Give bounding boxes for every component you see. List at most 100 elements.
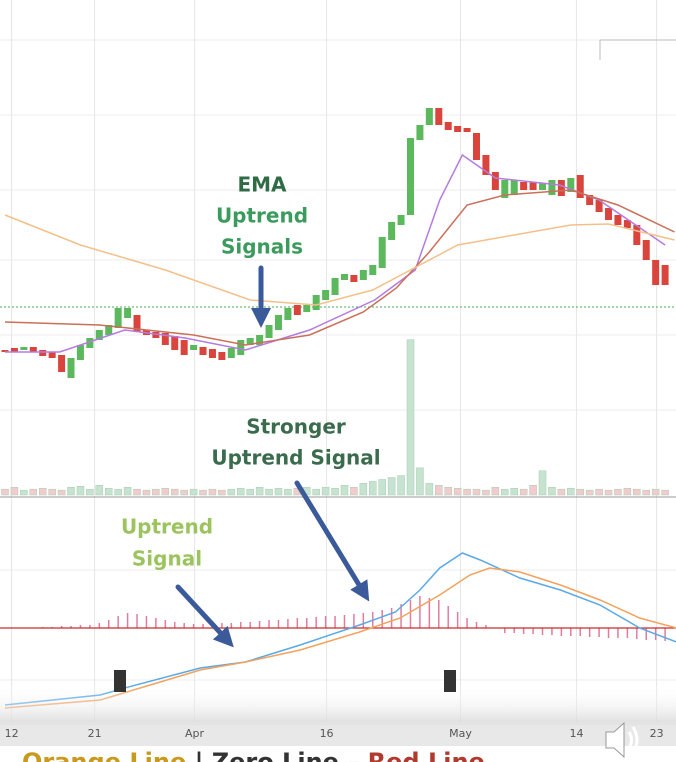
volume-bar (642, 489, 650, 496)
volume-bar (76, 486, 85, 496)
volume-bar (104, 487, 113, 496)
volume-bar (557, 488, 566, 496)
volume-bar (482, 489, 490, 496)
candle (48, 352, 56, 358)
x-tick-label: 12 (5, 727, 19, 740)
candle (435, 108, 443, 125)
volume-bar (1, 488, 9, 496)
x-axis-band (0, 722, 676, 746)
volume-bar (651, 488, 660, 496)
line (4, 189, 675, 346)
candle (340, 274, 348, 280)
candle (322, 290, 330, 300)
annotation: Signal (132, 547, 202, 571)
volume-bar (123, 486, 132, 496)
volume-bar (246, 488, 254, 496)
candle (595, 200, 603, 212)
volume-bar (623, 487, 632, 496)
annotation: Uptrend (216, 204, 308, 228)
volume-bar (20, 489, 28, 496)
candle (557, 180, 565, 196)
annotation: Uptrend Signal (211, 446, 380, 470)
volume-bar (95, 485, 104, 496)
candle (58, 355, 66, 372)
volume-bar (265, 488, 273, 496)
volume-bar (397, 475, 405, 496)
volume-bar (86, 488, 94, 496)
volume-bar (67, 486, 75, 496)
candle (190, 345, 198, 350)
x-tick-label: May (449, 727, 472, 740)
marker (444, 670, 456, 692)
volume-bar (331, 487, 339, 496)
volume-bar (321, 486, 330, 496)
volume-bar (529, 485, 537, 496)
volume-bar (142, 489, 151, 496)
volume-bar (567, 487, 575, 496)
volume-bar (227, 488, 236, 496)
volume-bar (519, 488, 528, 496)
caption: Orange Line | Zero Line – Red Line (22, 748, 485, 762)
candle (425, 108, 433, 125)
line (4, 552, 676, 706)
candle (29, 347, 37, 352)
arrow (175, 584, 234, 648)
candle (350, 275, 358, 282)
x-tick-label: 21 (88, 727, 102, 740)
candle (416, 125, 424, 140)
candle (199, 347, 207, 355)
candle (237, 340, 245, 355)
candle (124, 308, 132, 318)
volume-bar (340, 485, 349, 496)
candle (265, 325, 273, 338)
volume-bar (595, 488, 603, 496)
candle (444, 122, 452, 130)
volume-bar (435, 485, 443, 496)
volume-bar (359, 483, 368, 496)
candle (105, 325, 113, 335)
volume-bar (416, 467, 424, 496)
candle (161, 333, 169, 345)
marker (114, 670, 126, 692)
x-tick-label: Apr (185, 727, 205, 740)
candle (482, 155, 490, 175)
candle (463, 128, 471, 132)
candle (623, 220, 631, 228)
volume-bar (180, 489, 188, 496)
candle (1, 350, 9, 352)
volume-bar (274, 487, 283, 496)
caption-part: | Zero Line – (186, 748, 367, 762)
candle (208, 349, 216, 358)
candle (303, 305, 311, 312)
candle (39, 350, 47, 356)
video-overlay (0, 685, 676, 725)
volume-bar (48, 488, 56, 496)
candle (652, 260, 660, 285)
candle (133, 315, 141, 332)
speaker-icon (605, 721, 639, 759)
candle (548, 180, 556, 195)
line (5, 153, 666, 353)
candle (473, 133, 480, 160)
volume-bar (170, 488, 179, 496)
volume-bar (538, 470, 547, 496)
volume-bar (199, 489, 207, 496)
volume-bar (10, 486, 19, 496)
candle (10, 348, 18, 352)
volume-bar (29, 488, 38, 496)
plot (0, 108, 676, 709)
candle (633, 225, 641, 245)
candle (171, 336, 179, 350)
candle (312, 295, 320, 310)
candle (454, 126, 462, 132)
candle (331, 278, 339, 295)
candle (397, 215, 405, 225)
line (4, 214, 675, 306)
candle (95, 330, 103, 340)
candle (661, 265, 669, 285)
annotation: Uptrend (121, 515, 213, 539)
volume-bar (378, 479, 386, 496)
candle (576, 175, 584, 198)
line (4, 567, 676, 709)
candle (256, 335, 264, 345)
